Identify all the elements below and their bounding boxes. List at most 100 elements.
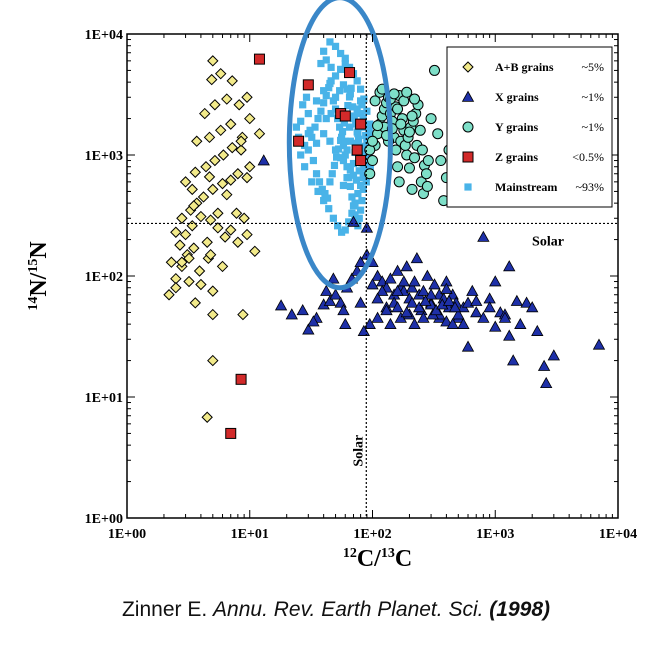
x-grains-point-89: [457, 317, 470, 329]
x-grains-point-100: [371, 292, 384, 304]
legend-label-x-grains: X grains: [495, 90, 539, 104]
a-b-grains-point-12: [174, 239, 186, 251]
y-grains-point-13: [392, 161, 404, 173]
a-b-grains-point-33: [189, 166, 201, 178]
y-axis-label-tail: N: [26, 241, 52, 259]
legend-marker-a-b-grains: [462, 61, 474, 73]
y-grains-point-26: [429, 64, 441, 76]
mainstream-point-126: [312, 139, 321, 147]
mainstream-point-58: [351, 199, 359, 207]
mainstream-point-1: [304, 146, 312, 154]
mainstream-point-77: [318, 185, 326, 193]
y-tick-label-0: 1E+00: [85, 512, 123, 527]
x-grains-point-26: [405, 281, 419, 293]
a-b-grains-point-42: [225, 118, 237, 130]
mainstream-point-55: [341, 226, 349, 234]
mainstream-point-67: [317, 59, 325, 68]
a-b-grains-point-13: [179, 228, 192, 241]
mainstream-point-26: [357, 206, 365, 214]
mainstream-highlight-ellipse: [286, 0, 393, 291]
a-b-grains-point-15: [195, 210, 207, 223]
y-axis-label-sup1: 14: [26, 297, 41, 311]
x-grains-point-84: [417, 311, 430, 323]
y-tick-label-3: 1E+03: [85, 149, 123, 164]
a-b-grains-point-35: [209, 154, 221, 167]
a-b-grains-point-54: [235, 135, 247, 147]
a-b-grains-point-40: [203, 131, 216, 144]
mainstream-point-110: [359, 114, 367, 123]
x-grains-point-56: [592, 338, 606, 350]
mainstream-point-137: [343, 85, 351, 93]
mainstream-point-129: [297, 151, 305, 159]
mainstream-point-3: [311, 123, 319, 131]
mainstream-point-141: [346, 137, 354, 145]
x-axis-label: 12C/13C: [343, 546, 412, 572]
y-grains-point-63: [406, 110, 418, 122]
x-grains-point-108: [429, 304, 443, 316]
y-grains-point-51: [422, 155, 434, 167]
x-axis-label-sup1: 12: [343, 546, 357, 561]
y-grains-point-19: [406, 183, 418, 195]
mainstream-point-106: [354, 130, 362, 138]
a-b-grains-point-72: [216, 260, 229, 273]
mainstream-point-28: [359, 185, 367, 193]
a-b-grains-point-50: [206, 73, 218, 86]
mainstream-point-68: [322, 56, 330, 64]
a-b-grains-point-65: [221, 188, 233, 201]
y-axis-label-sup2: 15: [26, 259, 41, 273]
legend-share-x-grains: ~1%: [582, 90, 605, 104]
x-grains-point-72: [452, 308, 465, 320]
x-axis-label-tail: C: [395, 546, 412, 572]
mainstream-point-39: [337, 65, 345, 73]
a-b-grains-point-14: [186, 220, 198, 232]
a-b-grains-point-74: [204, 248, 217, 261]
a-b-grains-point-48: [233, 99, 245, 111]
mainstream-point-13: [336, 123, 344, 131]
y-grains-point-33: [369, 95, 381, 107]
x-axis-label-base: C/: [357, 546, 381, 572]
mainstream-point-51: [325, 205, 333, 213]
x-grains-point-102: [391, 284, 404, 296]
x-grains-point-13: [354, 255, 367, 268]
x-grains-point-98: [327, 272, 340, 284]
y-grains-point-64: [409, 93, 421, 105]
a-b-grains-point-8: [183, 275, 195, 288]
x-grains-point-85: [424, 288, 438, 300]
a-b-grains-point-5: [193, 265, 206, 277]
a-b-grains-point-61: [170, 226, 182, 238]
mainstream-point-79: [323, 194, 332, 202]
mainstream-point-54: [337, 228, 346, 236]
mainstream-point-5: [317, 107, 325, 115]
a-b-grains-point-41: [215, 124, 227, 137]
x-grains-point-3: [302, 323, 315, 335]
z-grains-point-0: [253, 53, 265, 65]
y-grains-point-14: [393, 176, 405, 188]
a-b-grains-point-38: [235, 144, 247, 156]
a-b-grains-point-28: [216, 177, 229, 190]
mainstream-point-49: [314, 187, 322, 196]
mainstream-point-150: [363, 133, 371, 141]
reference-label-y-solar: Solar: [532, 234, 564, 249]
y-grains-point-28: [435, 155, 447, 167]
z-grains-point-9: [235, 373, 247, 385]
a-b-grains-point-64: [212, 207, 224, 219]
mainstream-point-81: [328, 170, 336, 178]
y-grains-point-48: [416, 144, 428, 156]
x-grains-point-70: [440, 315, 453, 327]
a-b-grains-point-36: [217, 149, 230, 161]
x-grains-point-97: [320, 284, 333, 296]
a-b-grains-point-29: [225, 174, 237, 186]
x-grains-point-110: [442, 294, 456, 306]
a-b-grains-point-37: [226, 141, 238, 154]
mainstream-point-59: [354, 189, 362, 198]
mainstream-point-63: [326, 38, 334, 46]
mainstream-point-124: [326, 137, 334, 145]
a-b-grains-point-27: [207, 183, 219, 196]
overlay-group: Solar Solar: [127, 0, 618, 518]
a-b-grains-point-0: [163, 289, 175, 301]
y-grains-point-0: [364, 168, 376, 180]
y-grains-point-18: [403, 162, 415, 174]
legend-label-y-grains: Y grains: [495, 120, 539, 134]
mainstream-point-57: [348, 209, 356, 217]
mainstream-point-0: [301, 163, 309, 171]
